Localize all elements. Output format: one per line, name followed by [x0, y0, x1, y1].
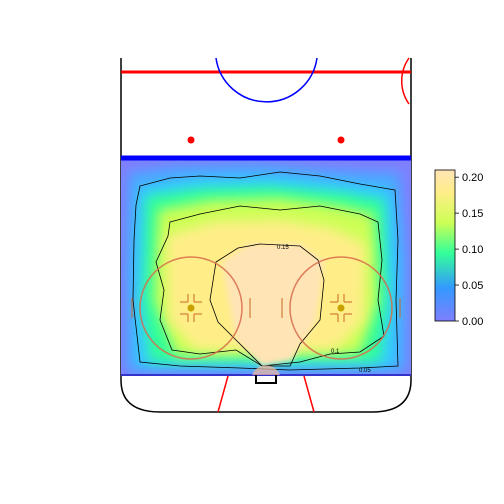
colorbar-tick-label: 0.15: [462, 208, 483, 220]
hash-marks: [131, 294, 401, 322]
zone-faceoff-dot-right: [337, 304, 345, 312]
contour-01: [155, 205, 385, 367]
goal-net: [255, 375, 277, 384]
faceoff-dot-left: [187, 136, 195, 144]
density-heatmap: [121, 157, 411, 375]
contour-label-015: 0.15: [277, 245, 289, 251]
faceoff-dot-right: [337, 136, 345, 144]
neutral-circle-right: [400, 57, 410, 105]
faceoff-circle-left: [139, 256, 243, 360]
end-boards: [120, 378, 412, 413]
colorbar-tick-label: 0.00: [462, 316, 483, 328]
faceoff-circle-right: [289, 256, 393, 360]
contour-label-005: 0.05: [359, 368, 371, 374]
zone-markings: [121, 155, 411, 413]
colorbar-tick-label: 0.05: [462, 280, 483, 292]
contour-lines: [132, 171, 399, 371]
contour-005: [132, 171, 399, 371]
trapezoid-left: [217, 375, 229, 413]
center-faceoff-circle: [215, 57, 318, 103]
contour-015: [209, 243, 325, 367]
colorbar-gradient: [434, 169, 456, 322]
colorbar-tick-label: 0.20: [462, 172, 483, 184]
trapezoid-right: [303, 375, 315, 413]
zone-faceoff-dot-left: [187, 304, 195, 312]
colorbar: 0.00 0.05 0.10 0.15 0.20: [434, 169, 483, 328]
colorbar-ticks: 0.00 0.05 0.10 0.15 0.20: [455, 172, 483, 328]
goal-crease: [252, 365, 280, 375]
contour-label-01: 0.1: [331, 349, 340, 355]
colorbar-tick-label: 0.10: [462, 244, 483, 256]
